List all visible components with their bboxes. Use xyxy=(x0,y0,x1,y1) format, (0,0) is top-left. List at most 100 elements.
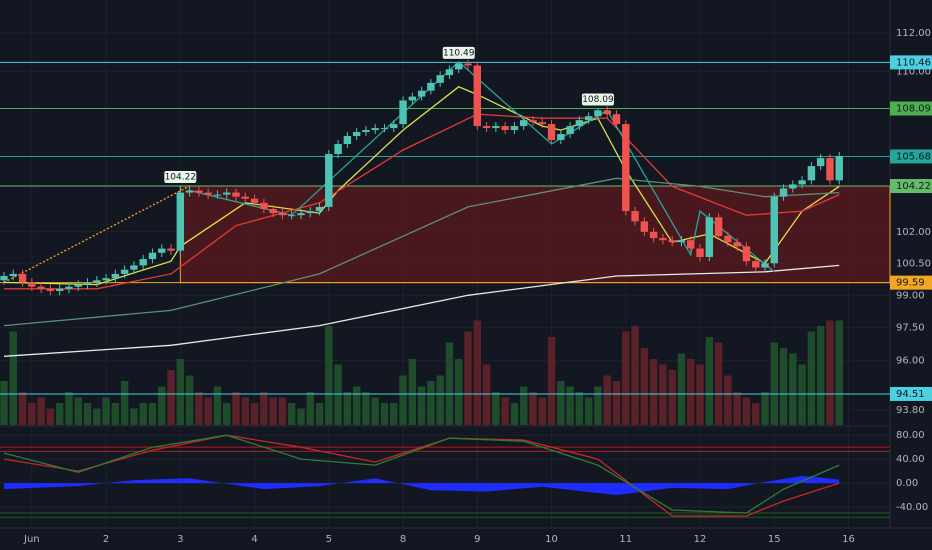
level-label-box xyxy=(890,275,932,290)
candle-body xyxy=(436,75,444,83)
volume-bar xyxy=(547,337,556,425)
volume-bar xyxy=(501,397,509,425)
candle-body xyxy=(761,263,769,268)
volume-bar xyxy=(223,403,231,425)
volume-bar xyxy=(733,392,741,425)
volume-bar xyxy=(18,392,27,425)
candle-body xyxy=(74,284,82,287)
y-tick-label: 102.00 xyxy=(896,227,931,238)
candle-body xyxy=(102,278,110,281)
volume-bar xyxy=(93,408,101,425)
candle-body xyxy=(232,192,240,197)
volume-bar xyxy=(770,342,778,425)
x-tick-label: Jun xyxy=(23,534,40,545)
x-tick-label: 16 xyxy=(842,534,855,545)
volume-bar xyxy=(28,403,36,425)
volume-bar xyxy=(835,320,843,425)
volume-bar xyxy=(779,348,788,425)
y-tick-label: 112.00 xyxy=(896,28,931,39)
volume-bar xyxy=(724,375,732,425)
level-label-box xyxy=(890,179,932,194)
volume-bar xyxy=(408,359,417,425)
x-tick-label: 10 xyxy=(545,534,558,545)
volume-bar xyxy=(380,403,389,425)
volume-bar xyxy=(399,375,407,425)
volume-bar xyxy=(594,386,602,425)
x-tick-label: 11 xyxy=(619,534,632,545)
volume-bar xyxy=(362,392,370,425)
candle-body xyxy=(176,192,185,251)
y-tick-label: 99.00 xyxy=(896,290,925,301)
candle-body xyxy=(287,215,296,217)
candle-body xyxy=(306,211,314,214)
candle-body xyxy=(584,116,593,121)
volume-bar xyxy=(584,397,593,425)
volume-bar xyxy=(519,386,528,425)
candle-body xyxy=(547,124,556,141)
volume-bar xyxy=(445,342,454,425)
volume-bar xyxy=(65,392,73,425)
x-tick-label: 4 xyxy=(251,534,257,545)
volume-bar xyxy=(622,331,630,425)
candle-body xyxy=(390,124,398,129)
volume-bar xyxy=(46,408,55,425)
level-label: 94.51 xyxy=(896,389,925,400)
x-tick-label: 5 xyxy=(326,534,332,545)
candle-body xyxy=(325,154,333,207)
volume-bar xyxy=(473,320,482,425)
indicator-line xyxy=(3,177,840,327)
volume-bar xyxy=(427,381,435,425)
level-label: 99.59 xyxy=(896,278,925,289)
candle-body xyxy=(492,126,500,129)
candle-body xyxy=(9,273,17,277)
volume-bar xyxy=(158,386,166,425)
level-label-box xyxy=(890,149,932,164)
candle-body xyxy=(250,198,259,203)
candle-body xyxy=(362,130,370,133)
candle-body xyxy=(835,156,843,181)
volume-bar xyxy=(0,381,8,425)
level-label: 105.68 xyxy=(896,151,931,162)
candle-body xyxy=(724,235,732,243)
volume-bar xyxy=(213,386,222,425)
candle-body xyxy=(677,240,686,243)
volume-bar xyxy=(687,359,695,425)
candle-body xyxy=(445,69,454,76)
volume-bar xyxy=(130,408,138,425)
volume-bar xyxy=(557,381,565,425)
volume-bar xyxy=(343,392,352,425)
candle-body xyxy=(816,158,825,167)
volume-bar xyxy=(74,397,82,425)
candle-body xyxy=(241,196,249,199)
volume-bar xyxy=(816,326,825,425)
candle-body xyxy=(167,248,175,251)
candle-body xyxy=(612,114,621,125)
volume-bar xyxy=(204,397,212,425)
volume-bar xyxy=(167,370,175,425)
candle-body xyxy=(640,221,649,232)
y-tick-label: 80.00 xyxy=(896,430,925,441)
candle-body xyxy=(83,282,92,285)
candle-body xyxy=(148,252,157,260)
candle-body xyxy=(826,158,834,181)
volume-bar xyxy=(417,386,426,425)
candle-body xyxy=(139,259,147,266)
volume-bar xyxy=(315,403,324,425)
candle-body xyxy=(733,242,741,247)
volume-bar xyxy=(826,320,834,425)
volume-bar xyxy=(566,386,574,425)
candle-body xyxy=(158,248,166,253)
candle-body xyxy=(408,96,417,101)
volume-bar xyxy=(612,381,621,425)
candle-body xyxy=(751,261,760,268)
candle-body xyxy=(779,188,788,197)
candle-body xyxy=(93,280,101,283)
y-tick-label: 93.80 xyxy=(896,405,925,416)
volume-bar xyxy=(334,364,342,425)
candle-body xyxy=(28,282,36,287)
volume-bar xyxy=(538,397,546,425)
volume-bar xyxy=(668,370,676,425)
level-label-box xyxy=(890,55,932,70)
volume-bar xyxy=(798,364,806,425)
